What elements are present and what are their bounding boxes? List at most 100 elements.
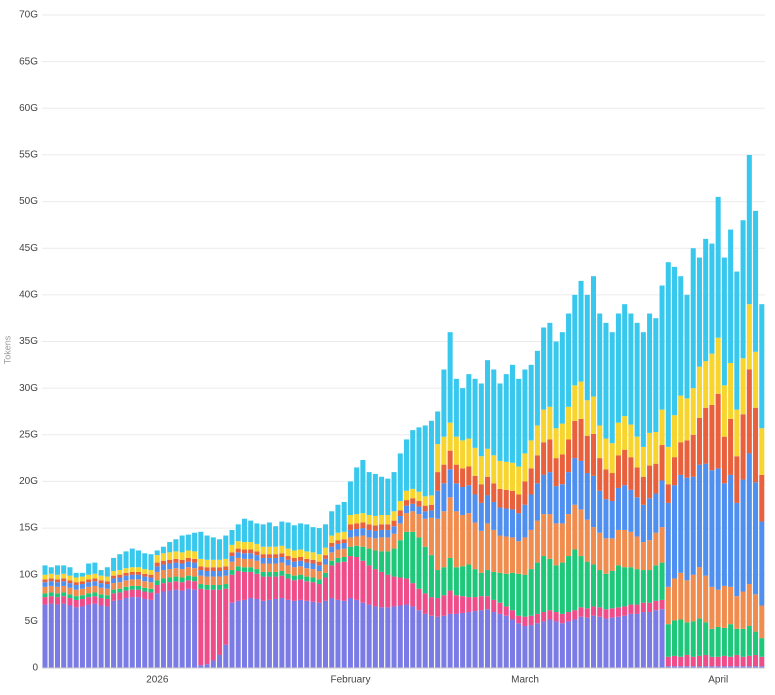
bar-segment — [428, 495, 434, 505]
bar-segment — [204, 576, 210, 585]
bar-segment — [528, 615, 534, 626]
bar-segment — [696, 655, 702, 667]
bar-segment — [248, 571, 254, 599]
bar-segment — [354, 523, 360, 530]
bar-segment — [690, 476, 696, 575]
bar-segment — [404, 531, 410, 579]
bar-segment — [572, 619, 578, 668]
bar-segment — [534, 613, 540, 624]
bar-segment — [48, 567, 54, 574]
bar-segment — [142, 576, 148, 582]
bar-segment — [260, 554, 266, 558]
bar-segment — [279, 553, 285, 557]
bar-segment — [441, 483, 447, 512]
bar-segment — [447, 469, 453, 498]
bar-segment — [728, 656, 734, 667]
bar-segment — [578, 607, 584, 617]
bar-segment — [354, 467, 360, 515]
bar-segment — [198, 531, 204, 559]
bar-segment — [690, 388, 696, 435]
bar-segment — [678, 276, 684, 396]
bar-segment — [422, 425, 428, 497]
bar-segment — [322, 577, 329, 601]
bar-segment — [547, 439, 553, 473]
bar-segment — [665, 656, 671, 667]
bar-segment — [597, 425, 603, 459]
bar-segment — [273, 571, 279, 577]
y-tick-label: 60G — [19, 103, 38, 114]
bar-segment — [678, 619, 684, 657]
bar-segment — [503, 606, 509, 616]
bar-segment — [179, 559, 185, 564]
bar-segment — [304, 551, 310, 559]
bar-segment — [485, 448, 491, 477]
bar-segment — [622, 485, 628, 530]
bar-segment — [42, 574, 48, 580]
bar-segment — [229, 602, 235, 668]
bar-segment — [453, 511, 459, 568]
bar-segment — [67, 605, 73, 668]
bar-segment — [634, 467, 640, 498]
bar-segment — [659, 409, 665, 446]
bar-segment — [603, 538, 609, 574]
bar-segment — [416, 514, 422, 538]
bar-segment — [740, 591, 746, 629]
bar-segment — [534, 520, 540, 563]
bar-segment — [372, 515, 378, 526]
bar-segment — [447, 450, 453, 470]
bar-segment — [653, 610, 659, 668]
bar-segment — [435, 518, 441, 571]
bar-segment — [111, 570, 117, 576]
bar-segment — [709, 656, 715, 667]
bar-segment — [123, 586, 129, 591]
bar-segment — [559, 423, 565, 455]
bar-segment — [104, 584, 110, 589]
bar-segment — [746, 453, 752, 585]
bar-segment — [522, 616, 528, 627]
bar-segment — [522, 504, 528, 538]
bar-segment — [721, 385, 727, 437]
bar-segment — [728, 362, 734, 419]
bar-segment — [397, 605, 403, 668]
bar-segment — [590, 527, 597, 565]
bar-segment — [534, 623, 540, 668]
bar-segment — [248, 553, 254, 559]
bar-segment — [148, 570, 154, 575]
bar-segment — [341, 542, 347, 549]
bar-segment — [709, 628, 715, 657]
bar-segment — [460, 388, 466, 441]
bar-segment — [678, 572, 684, 620]
bar-segment — [254, 551, 260, 556]
bar-segment — [129, 574, 135, 580]
bar-segment — [410, 498, 416, 504]
bar-segment — [135, 567, 142, 572]
bar-segment — [647, 313, 653, 433]
bar-segment — [715, 468, 721, 590]
bar-segment — [42, 593, 48, 598]
bar-segment — [266, 563, 272, 572]
bar-segment — [609, 501, 615, 539]
bar-segment — [404, 439, 410, 491]
bar-segment — [491, 529, 497, 572]
bar-segment — [416, 501, 422, 507]
bar-segment — [198, 665, 204, 668]
bar-segment — [509, 572, 515, 611]
bar-segment — [360, 546, 366, 561]
bar-segment — [54, 597, 60, 605]
bar-segment — [92, 562, 98, 574]
bar-segment — [734, 654, 740, 667]
bar-segment — [640, 612, 646, 668]
bar-segment — [291, 525, 297, 551]
bar-segment — [472, 569, 478, 598]
bar-segment — [684, 580, 690, 623]
bar-segment — [672, 266, 678, 416]
bar-segment — [397, 453, 403, 502]
bar-segment — [391, 472, 397, 512]
bar-segment — [198, 566, 204, 571]
bar-segment — [466, 438, 472, 467]
bar-segment — [316, 570, 322, 580]
bar-segment — [67, 567, 73, 576]
x-tick-label: March — [511, 675, 539, 686]
bar-segment — [54, 593, 60, 598]
bar-segment — [522, 453, 528, 482]
